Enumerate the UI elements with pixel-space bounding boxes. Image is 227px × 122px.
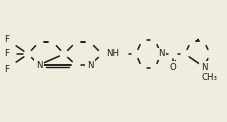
Text: O: O: [170, 62, 176, 71]
Text: N: N: [158, 50, 164, 59]
Text: F: F: [5, 65, 10, 73]
Text: CH₃: CH₃: [202, 73, 218, 82]
Text: N: N: [87, 61, 93, 70]
Text: N: N: [201, 62, 207, 71]
Text: N: N: [36, 61, 42, 70]
Text: NH: NH: [106, 50, 119, 59]
Text: F: F: [5, 35, 10, 44]
Text: F: F: [5, 50, 10, 59]
